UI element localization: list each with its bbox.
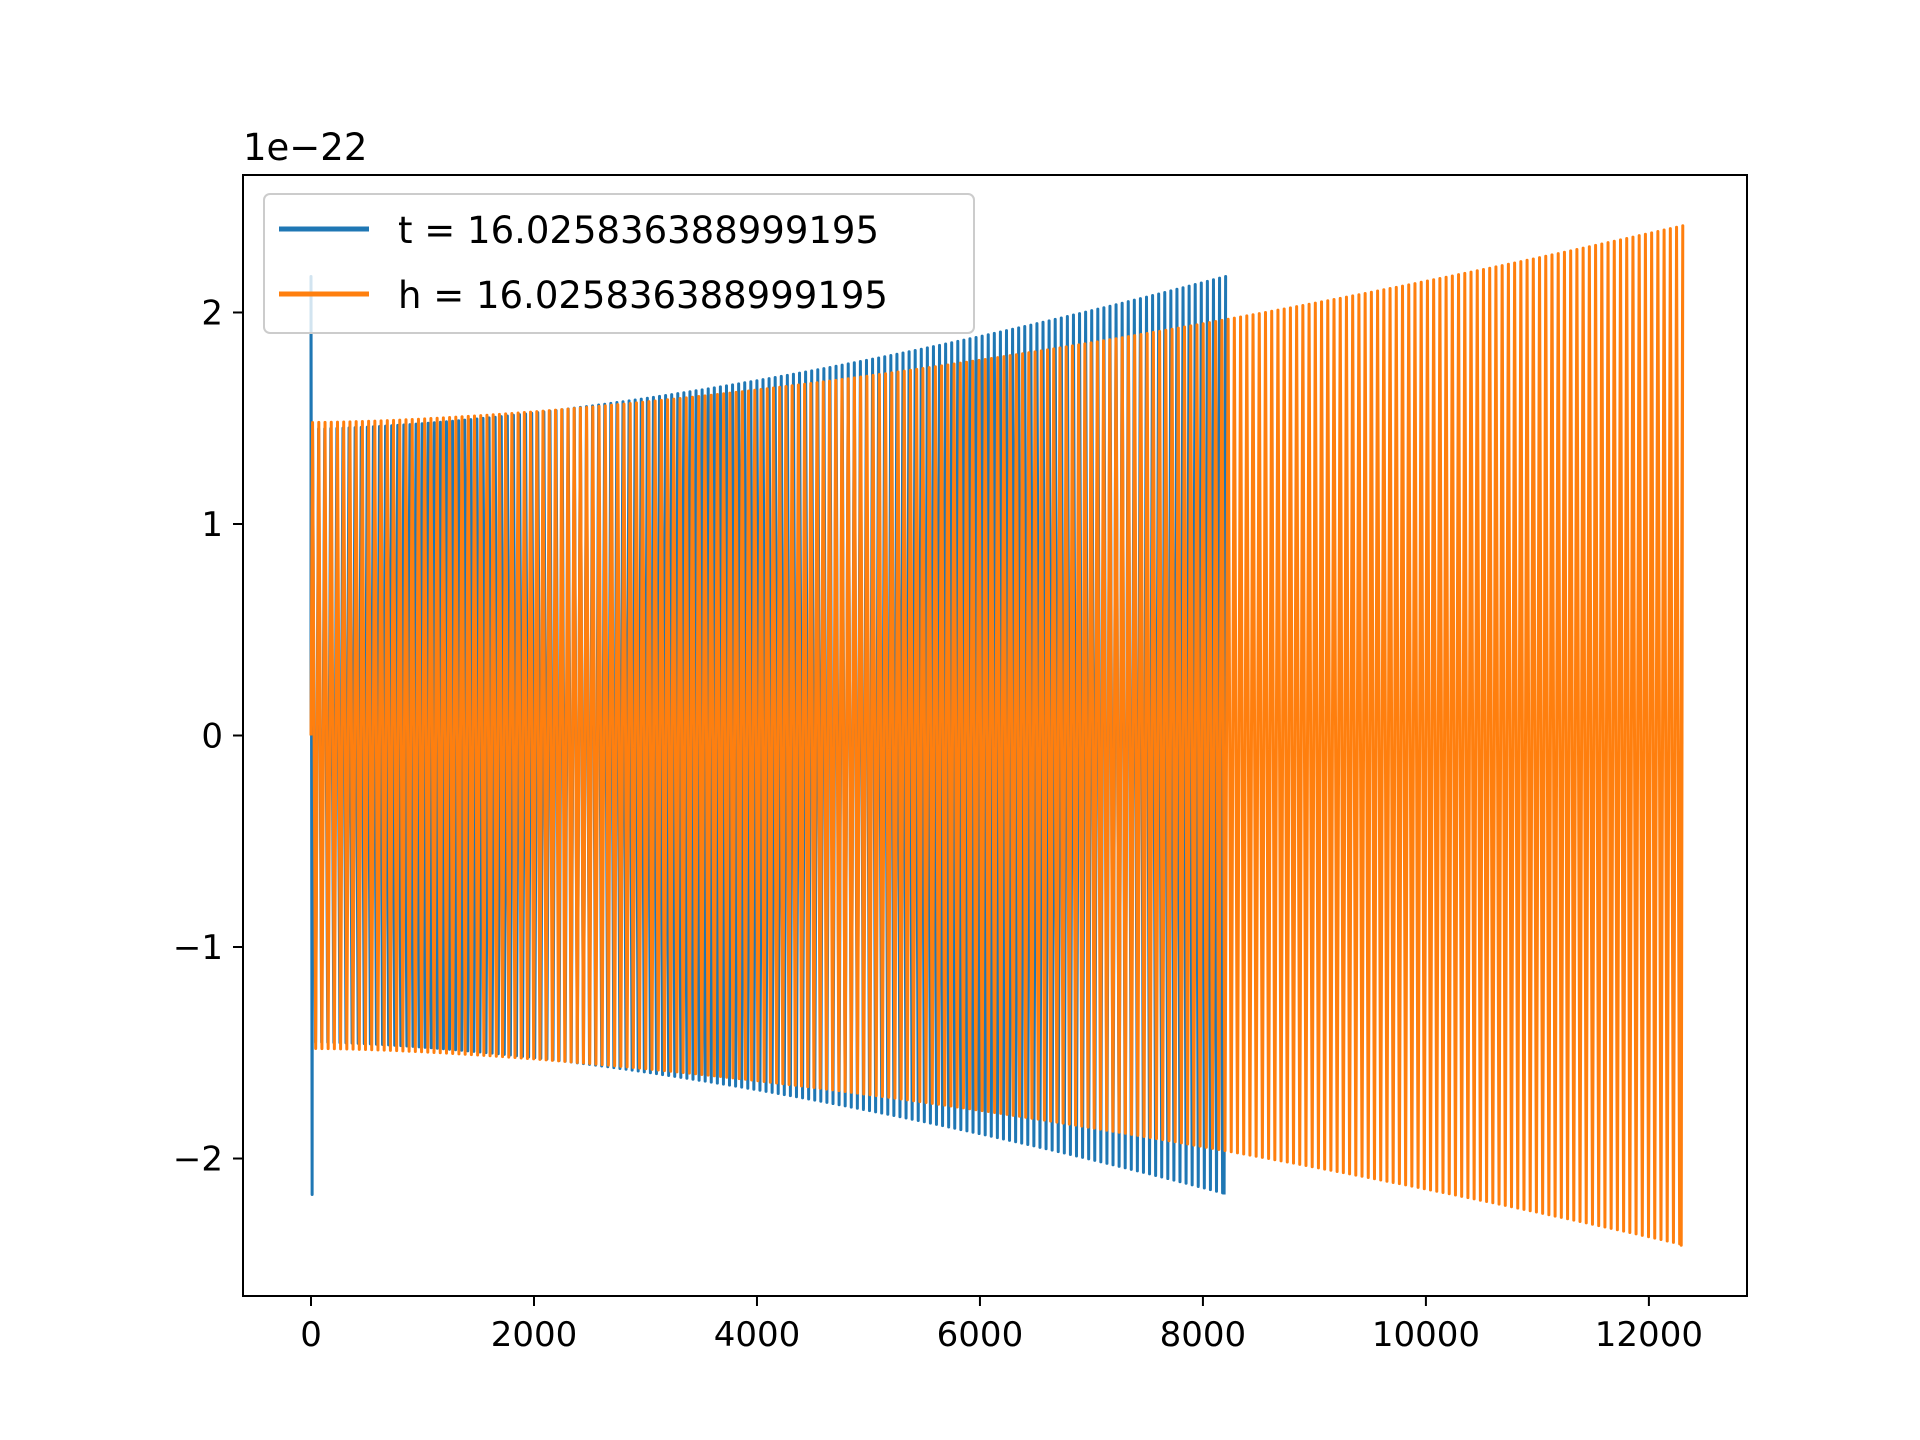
x-tick-label: 6000 [937, 1315, 1024, 1355]
x-tick-label: 8000 [1160, 1315, 1247, 1355]
y-offset-label: 1e−22 [243, 126, 367, 169]
y-tick-label: 1 [201, 505, 223, 545]
x-tick-label: 10000 [1372, 1315, 1480, 1355]
legend-label-series-t: t = 16.025836388999195 [398, 209, 879, 252]
series-layer [309, 224, 1685, 1247]
legend-box [263, 193, 975, 334]
y-tick-label: −2 [173, 1140, 223, 1180]
x-tick-label: 0 [300, 1315, 322, 1355]
y-tick-label: −1 [173, 928, 223, 968]
plot-area [242, 174, 1748, 1297]
legend-label-series-h: h = 16.025836388999195 [398, 274, 888, 317]
x-tick-label: 12000 [1595, 1315, 1703, 1355]
legend: t = 16.025836388999195 h = 16.0258363889… [263, 193, 975, 334]
y-axis: −2 −1 0 1 2 [173, 293, 243, 1180]
y-tick-label: 0 [201, 717, 223, 757]
y-tick-label: 2 [201, 293, 223, 333]
x-tick-label: 4000 [714, 1315, 801, 1355]
x-tick-label: 2000 [491, 1315, 578, 1355]
x-axis: 0 2000 4000 6000 8000 10000 12000 [300, 1296, 1703, 1355]
series-line-h [309, 224, 1685, 1247]
